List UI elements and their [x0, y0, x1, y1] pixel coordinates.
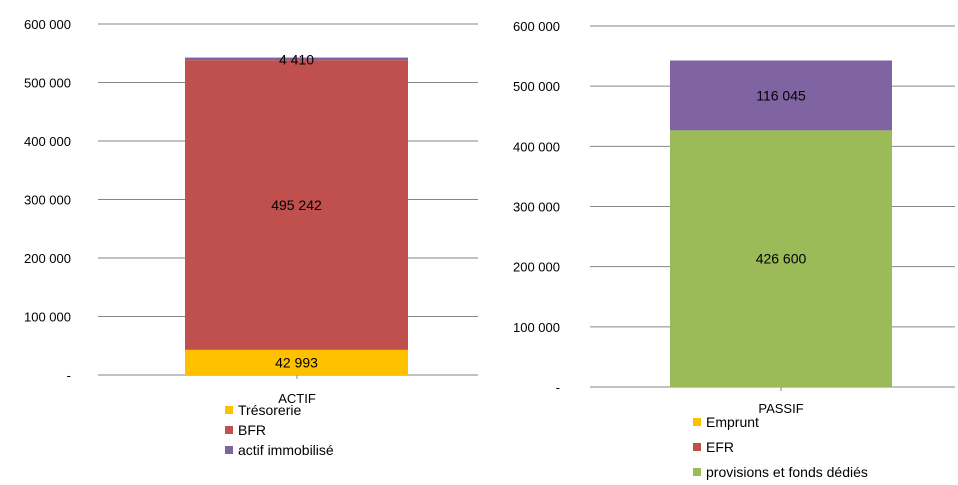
- data-label: 426 600: [756, 251, 807, 267]
- y-tick-label: 400 000: [513, 139, 560, 154]
- y-tick-label: 100 000: [513, 320, 560, 335]
- legend-swatch: [225, 406, 233, 414]
- y-tick-label: 300 000: [513, 200, 560, 215]
- legend-label: Trésorerie: [238, 402, 301, 418]
- legend-swatch: [693, 468, 701, 476]
- y-tick-label: -: [67, 368, 71, 383]
- category-label: PASSIF: [758, 401, 803, 416]
- data-label: 4 410: [279, 52, 314, 68]
- actif-chart: - 100 000 200 000 300 000 400 000 500 000 600 …: [24, 17, 478, 458]
- legend-label: Emprunt: [706, 414, 759, 430]
- legend-label: provisions et fonds dédiés: [706, 464, 868, 480]
- legend-swatch: [693, 443, 701, 451]
- data-label: 495 242: [271, 197, 322, 213]
- y-tick-label: 400 000: [24, 134, 71, 149]
- legend-swatch: [225, 426, 233, 434]
- y-tick-label: 200 000: [513, 260, 560, 275]
- legend-label: BFR: [238, 422, 266, 438]
- data-label: 42 993: [275, 354, 318, 370]
- data-label: 116 045: [756, 87, 806, 103]
- legend-swatch: [693, 418, 701, 426]
- legend-swatch: [225, 446, 233, 454]
- y-tick-label: 500 000: [513, 79, 560, 94]
- y-tick-label: 200 000: [24, 251, 71, 266]
- passif-chart: - 100 000 200 000 300 000 400 000 500 000 600 …: [513, 19, 955, 480]
- bar-segment: [670, 130, 892, 388]
- bar-segment: [670, 60, 892, 131]
- y-tick-label: -: [556, 380, 560, 395]
- legend-label: EFR: [706, 439, 734, 455]
- y-tick-label: 500 000: [24, 76, 71, 91]
- y-tick-label: 100 000: [24, 310, 71, 325]
- y-tick-label: 600 000: [24, 17, 71, 32]
- y-tick-label: 300 000: [24, 193, 71, 208]
- bar-segment: [185, 349, 408, 375]
- y-tick-label: 600 000: [513, 19, 560, 34]
- legend-label: actif immobilisé: [238, 442, 334, 458]
- category-label: ACTIF: [278, 391, 316, 406]
- bar-segment: [185, 57, 408, 61]
- bar-segment: [185, 60, 408, 350]
